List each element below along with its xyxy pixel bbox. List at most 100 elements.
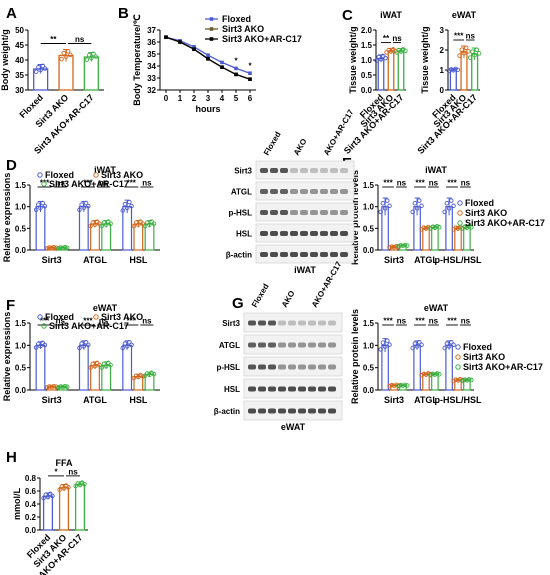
G-band <box>318 320 326 326</box>
G-blot-strip <box>243 312 343 333</box>
E-point <box>389 244 395 249</box>
C-eWAT-title: eWAT <box>452 10 477 20</box>
G-ytick-label: 1.5 <box>363 319 375 328</box>
G-band <box>288 320 296 326</box>
panel-label-f: F <box>6 297 15 314</box>
G-legend-entry-ako: Sirt3 AKO <box>463 352 505 362</box>
G-band <box>258 364 266 370</box>
D-point <box>124 205 130 211</box>
G-bar <box>445 344 453 391</box>
D-sig-label: *** <box>83 179 93 188</box>
H-point <box>66 485 71 490</box>
E-band <box>260 252 268 257</box>
H-point <box>41 495 46 501</box>
G-ytick-label: 1.0 <box>363 341 375 350</box>
G-row-label: HSL <box>224 385 240 394</box>
H-point <box>73 483 78 489</box>
F-ytick-label: 0.5 <box>15 364 27 373</box>
C-eWAT-ytick-label: 2 <box>440 46 445 55</box>
D-legend-marker-floxed <box>37 172 43 178</box>
E-band <box>280 168 288 173</box>
D-point <box>122 201 128 207</box>
E-band <box>300 168 308 173</box>
G-band <box>258 386 266 392</box>
E-band <box>260 231 268 236</box>
D-point <box>36 202 41 207</box>
E-ytick-label: 0.0 <box>363 246 375 255</box>
B-series-point-2 <box>178 40 182 44</box>
B-series-point-0 <box>206 53 210 57</box>
B-xtick-label: 6 <box>248 94 253 103</box>
panel-label-h: H <box>6 449 17 466</box>
G-lane-label: AKO <box>280 289 297 309</box>
E-band <box>320 168 328 173</box>
G-row-label: p-HSL <box>216 363 240 372</box>
E-point <box>387 245 392 250</box>
G-legend-entry-floxed: Floxed <box>463 342 492 352</box>
G-band <box>318 386 326 392</box>
C-iWAT-y-axis-label: Tissue weight/g <box>348 26 358 93</box>
G-y-axis-label: Relative protein levels <box>350 309 360 404</box>
D-legend-marker-ako <box>93 172 99 178</box>
G-point <box>389 382 395 388</box>
G-band <box>268 342 276 348</box>
H-ytick-label: 0.2 <box>25 513 37 522</box>
E-band <box>340 189 348 194</box>
D-sig-label: ns <box>142 179 152 188</box>
F-sig-label: ns <box>142 317 152 326</box>
H-ytick-label: 0.6 <box>25 487 37 496</box>
B-series-point-0 <box>248 71 252 75</box>
G-band <box>258 342 266 348</box>
C-eWAT-point <box>466 49 471 54</box>
G-point <box>410 345 415 351</box>
G-point <box>464 378 470 383</box>
E-lane-label: AKO <box>292 137 309 157</box>
C-eWAT-bar <box>449 69 457 91</box>
B-xtick-label: 5 <box>234 94 239 103</box>
A-ytick-label: 35 <box>15 71 24 80</box>
B-xtick-label: 0 <box>164 94 169 103</box>
E-band <box>330 252 338 257</box>
G-band <box>248 342 256 348</box>
H-point <box>45 494 51 500</box>
E-sig-label: ns <box>429 179 439 188</box>
A-point <box>42 66 48 71</box>
E-bar <box>463 226 471 251</box>
C-iWAT-ytick-label: 1.5 <box>361 41 373 50</box>
G-band <box>298 364 306 370</box>
E-band <box>260 189 268 194</box>
D-bar <box>35 206 46 251</box>
A-point <box>86 52 92 58</box>
E-band <box>290 210 298 215</box>
A-y-axis-label: Body weight/g <box>0 29 10 91</box>
F-sig-label: *** <box>40 317 50 326</box>
G-point <box>469 377 474 383</box>
D-point <box>45 246 50 251</box>
G-ytick-label: 0.0 <box>363 386 375 395</box>
C-iWAT-point <box>394 50 399 55</box>
B-series-point-2 <box>234 72 238 77</box>
C-eWAT-point <box>463 45 469 51</box>
G-band <box>298 386 306 392</box>
H-ytick-label: 0.8 <box>25 474 37 483</box>
D-legend-entry-ar: Sirt3 AKO+AR-C17 <box>49 179 129 189</box>
E-band <box>340 210 348 215</box>
C-iWAT-point <box>383 55 388 61</box>
G-point <box>378 347 383 352</box>
E-point <box>382 206 388 211</box>
C-iWAT-sig-label: ** <box>383 34 390 43</box>
D-point <box>151 221 157 226</box>
B-xtick-label: 3 <box>206 94 211 103</box>
A-point <box>63 54 69 59</box>
D-category-label: ATGL <box>83 255 107 265</box>
D-point <box>142 223 148 229</box>
D-point <box>147 222 152 227</box>
D-ytick-label: 1.0 <box>15 203 27 212</box>
C-eWAT-point <box>472 52 477 58</box>
E-band <box>290 189 298 194</box>
D-point <box>85 203 91 209</box>
H-bar <box>74 483 86 531</box>
E-sig-label: *** <box>383 179 393 188</box>
G-category-label: ATGL <box>414 395 438 405</box>
